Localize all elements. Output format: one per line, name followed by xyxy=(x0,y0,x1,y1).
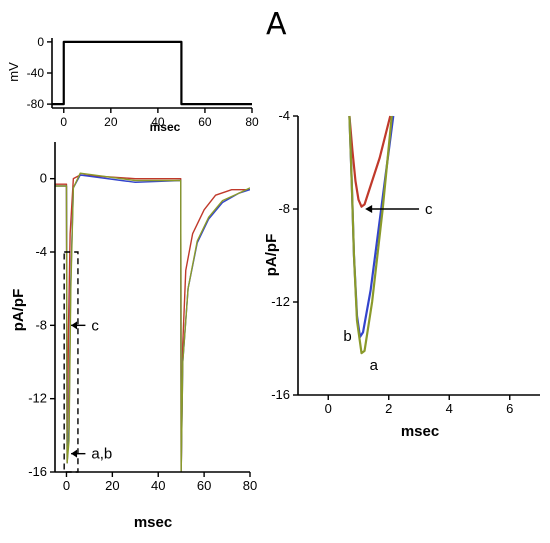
voltage-protocol-plot: 0 20 40 60 80 0 -40 -80 msec mV xyxy=(6,35,259,134)
voltage-x-axis-label: msec xyxy=(150,120,181,134)
x-tick-label: 60 xyxy=(198,115,212,129)
x-tick-label: 80 xyxy=(245,115,259,129)
current-y-axis-label: pA/pF xyxy=(10,289,27,332)
annotation-label: a,b xyxy=(91,446,112,463)
x-tick-label: 6 xyxy=(506,401,513,416)
current-annotations: c a,b xyxy=(63,251,112,473)
zoom-series xyxy=(348,115,395,355)
y-tick-label: 0 xyxy=(40,171,47,186)
voltage-axes: 0 20 40 60 80 0 -40 -80 xyxy=(27,35,259,129)
zoom-annotations: c b a xyxy=(343,201,433,374)
y-tick-label: -40 xyxy=(27,66,45,80)
x-tick-label: 4 xyxy=(446,401,453,416)
zoom-y-axis-label: pA/pF xyxy=(263,234,280,277)
zoom-x-axis-label: msec xyxy=(401,423,439,440)
current-x-axis-label: msec xyxy=(134,514,172,531)
y-tick-label: -16 xyxy=(271,387,290,402)
y-tick-label: -12 xyxy=(271,294,290,309)
annotation-label-a: a xyxy=(370,357,379,374)
x-tick-label: 20 xyxy=(104,115,118,129)
annotation-arrowhead xyxy=(365,205,373,213)
series-line-0 xyxy=(55,174,250,472)
series-line-a xyxy=(348,115,393,355)
y-tick-label: -4 xyxy=(35,244,47,259)
current-axes: 0 20 40 60 80 0 -4 -8 -12 -16 xyxy=(28,142,257,493)
y-tick-label: -16 xyxy=(28,464,47,479)
panel-label: A xyxy=(266,7,287,42)
x-tick-label: 80 xyxy=(243,478,257,493)
series-line-1 xyxy=(55,174,250,472)
voltage-series xyxy=(52,40,252,106)
annotation-arrowhead xyxy=(71,321,78,330)
x-tick-label: 2 xyxy=(385,401,392,416)
x-tick-label: 0 xyxy=(63,478,70,493)
voltage-y-axis-label: mV xyxy=(6,62,21,82)
y-tick-label: -8 xyxy=(278,201,290,216)
zoom-inset-plot: 0 2 4 6 -4 -8 -12 -16 c b a msec pA/pF xyxy=(263,108,540,440)
series-line-c xyxy=(348,115,392,208)
x-tick-label: 40 xyxy=(151,478,165,493)
x-tick-label: 60 xyxy=(197,478,211,493)
zoom-region-box xyxy=(63,251,79,473)
current-series xyxy=(55,172,250,472)
zoom-axes: 0 2 4 6 -4 -8 -12 -16 xyxy=(271,108,540,416)
y-tick-label: -4 xyxy=(278,108,290,123)
series-line-2 xyxy=(55,172,250,472)
y-tick-label: -12 xyxy=(28,391,47,406)
annotation-label: c xyxy=(91,317,99,334)
x-tick-label: 20 xyxy=(105,478,119,493)
annotation-label-b: b xyxy=(343,328,351,345)
x-tick-label: 0 xyxy=(325,401,332,416)
x-tick-label: 40 xyxy=(151,115,165,129)
current-traces-plot: 0 20 40 60 80 0 -4 -8 -12 -16 c a,b msec pA/pF xyxy=(10,142,257,531)
annotation-label-c: c xyxy=(425,201,433,218)
series-line-0 xyxy=(52,40,252,106)
y-tick-label: -80 xyxy=(27,97,45,111)
y-tick-label: 0 xyxy=(37,35,44,49)
x-tick-label: 0 xyxy=(60,115,67,129)
y-tick-label: -8 xyxy=(35,317,47,332)
annotation-arrowhead xyxy=(71,449,78,458)
